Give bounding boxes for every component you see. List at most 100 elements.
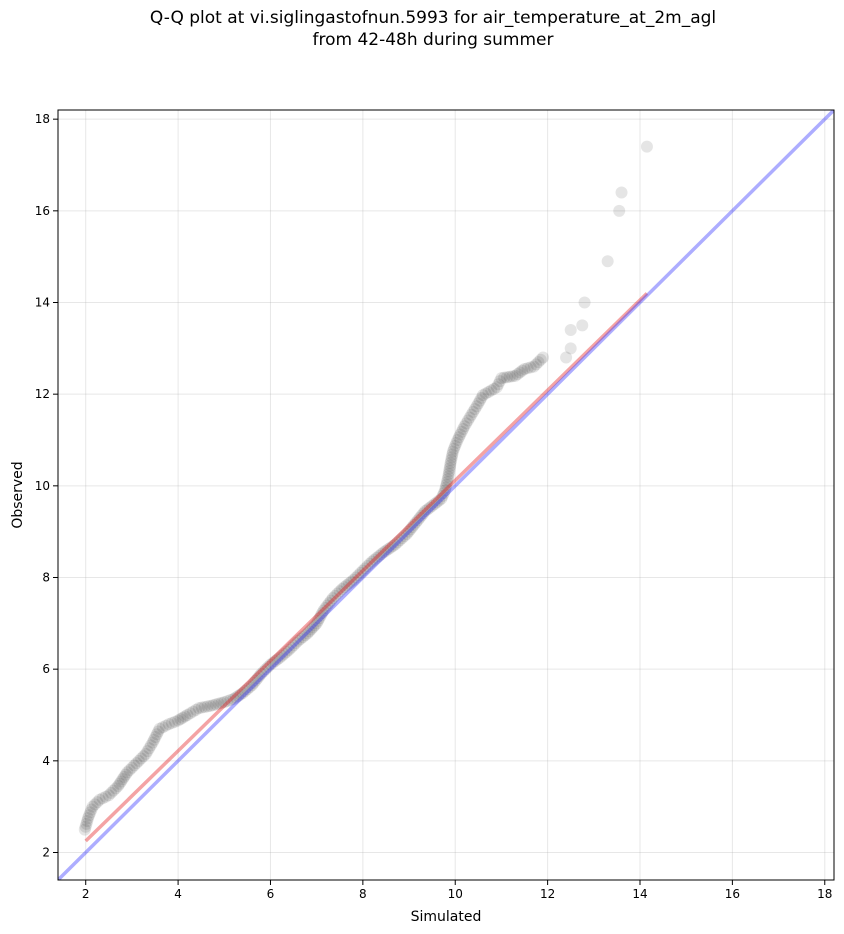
data-point	[262, 660, 275, 673]
data-point	[382, 543, 395, 556]
data-point	[436, 489, 449, 502]
data-point	[467, 405, 480, 418]
y-tick-label: 6	[42, 662, 50, 676]
data-point	[458, 420, 471, 433]
data-point	[149, 731, 162, 743]
data-point	[135, 752, 148, 765]
data-point	[287, 639, 300, 652]
data-point	[470, 400, 483, 413]
y-axis: 2 4 6 8 10 12 14 16 18	[35, 112, 58, 860]
data-point	[406, 521, 419, 534]
data-point	[218, 696, 231, 709]
data-point	[82, 812, 95, 825]
data-point	[299, 629, 312, 642]
data-point	[112, 780, 125, 793]
data-point	[273, 651, 286, 664]
data-point	[253, 670, 266, 683]
data-point	[576, 319, 589, 332]
data-point	[276, 649, 289, 662]
data-point	[319, 602, 332, 615]
data-point	[132, 754, 145, 767]
data-point	[144, 739, 157, 752]
data-point	[473, 394, 486, 407]
data-point	[207, 699, 220, 712]
data-point	[239, 685, 252, 698]
data-point	[91, 796, 104, 809]
data-point	[476, 389, 489, 402]
data-point	[423, 501, 436, 514]
data-point	[118, 770, 131, 783]
data-point	[192, 702, 205, 715]
data-point	[363, 557, 376, 570]
data-point	[482, 385, 495, 398]
data-point	[615, 186, 628, 199]
data-point	[379, 544, 392, 557]
data-point	[396, 532, 409, 545]
identity-line	[58, 110, 834, 880]
data-point	[347, 573, 360, 586]
x-tick-label: 4	[174, 887, 182, 901]
data-point	[443, 465, 456, 478]
data-point	[534, 353, 547, 366]
data-point	[146, 736, 159, 749]
data-point	[564, 342, 577, 355]
data-point	[402, 525, 415, 538]
data-point	[331, 587, 344, 600]
y-tick-label: 8	[42, 571, 50, 585]
data-point	[373, 549, 386, 562]
data-point	[123, 764, 136, 776]
data-point	[377, 546, 390, 559]
data-point	[398, 530, 411, 543]
data-point	[308, 619, 321, 632]
data-point	[452, 431, 465, 444]
data-point	[326, 592, 339, 605]
data-point	[513, 366, 526, 379]
data-point	[448, 442, 461, 455]
data-point	[368, 553, 381, 566]
data-point	[475, 391, 488, 404]
data-point	[294, 632, 307, 645]
data-point	[109, 782, 122, 795]
data-point	[461, 414, 474, 427]
data-point	[359, 562, 372, 575]
data-point	[527, 360, 540, 373]
data-point	[306, 621, 319, 634]
data-point	[78, 823, 91, 836]
data-point	[316, 607, 329, 620]
fit-line	[84, 292, 649, 843]
data-point	[455, 425, 468, 438]
data-point	[314, 609, 327, 622]
data-point	[640, 140, 653, 153]
data-point	[493, 375, 506, 388]
data-point	[102, 789, 115, 802]
data-point	[329, 589, 342, 602]
data-point	[488, 382, 501, 395]
data-point	[313, 612, 326, 625]
data-point	[292, 634, 305, 647]
data-point	[255, 667, 268, 680]
data-point	[257, 665, 270, 678]
data-point	[393, 534, 406, 547]
data-point	[415, 509, 428, 522]
data-point	[271, 653, 284, 666]
data-point	[317, 604, 330, 617]
data-point	[264, 658, 277, 671]
grid	[58, 110, 834, 880]
x-tick-label: 14	[632, 887, 647, 901]
data-point	[176, 711, 189, 724]
data-point	[336, 582, 349, 595]
data-point	[564, 324, 577, 336]
data-point	[433, 494, 446, 507]
data-point	[212, 697, 225, 710]
data-point	[174, 713, 187, 726]
data-point	[209, 698, 222, 711]
chart-title: Q-Q plot at vi.siglingastofnun.5993 for …	[0, 7, 844, 51]
data-point	[139, 747, 152, 760]
data-point	[312, 614, 325, 627]
data-point	[435, 492, 448, 505]
data-point	[509, 369, 522, 382]
data-point	[444, 456, 457, 469]
data-point	[411, 514, 424, 527]
data-point	[323, 597, 336, 610]
data-point	[442, 467, 455, 480]
